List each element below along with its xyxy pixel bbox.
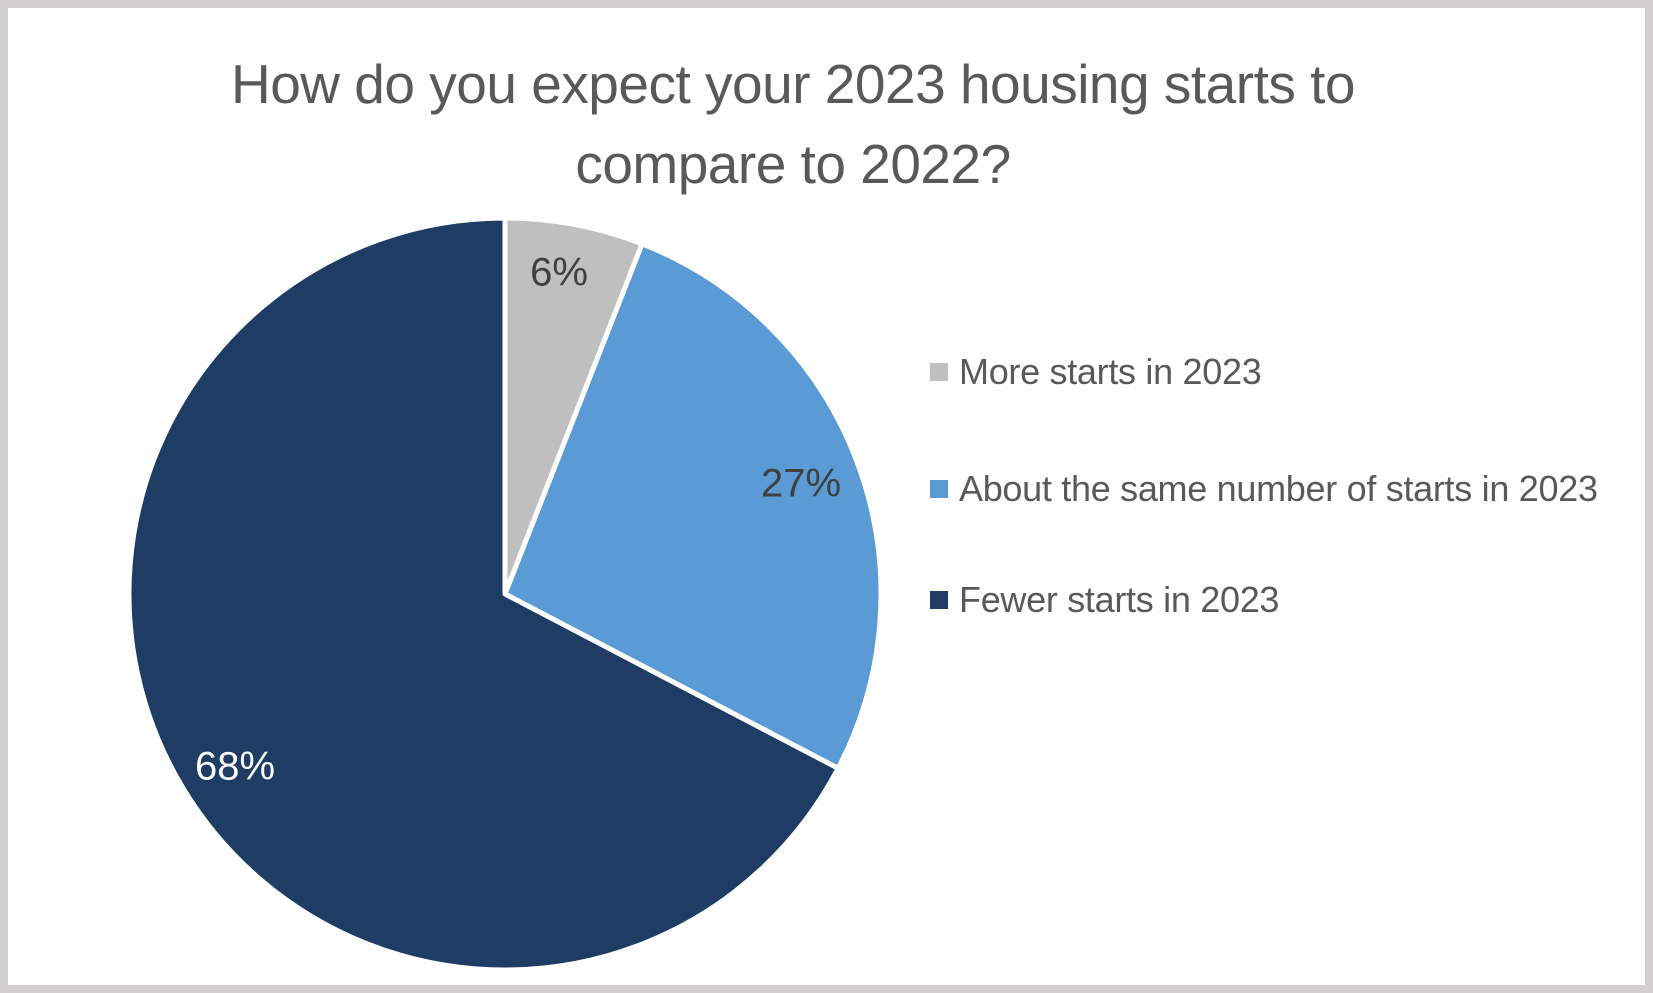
legend-label: About the same number of starts in 2023 [959, 468, 1598, 509]
legend-label: More starts in 2023 [959, 351, 1262, 392]
data-label-more-starts: 6% [530, 250, 588, 295]
pie-slice-2 [126, 215, 841, 973]
pie-slice-1 [502, 241, 884, 771]
legend-label: Fewer starts in 2023 [959, 579, 1280, 620]
legend-item-same-starts: About the same number of starts in 2023 [930, 467, 1598, 511]
data-label-fewer-starts: 68% [194, 744, 276, 789]
chart-title-line-1: How do you expect your 2023 housing star… [230, 53, 1356, 115]
chart-title: How do you expect your 2023 housing star… [8, 44, 1578, 204]
legend-item-more-starts: More starts in 2023 [930, 350, 1262, 394]
legend-item-fewer-starts: Fewer starts in 2023 [930, 578, 1279, 622]
chart-title-line-2: compare to 2022? [575, 133, 1011, 195]
legend-color-swatch-gray [930, 363, 948, 381]
pie-chart [126, 215, 884, 973]
legend-color-swatch-blue [930, 480, 948, 498]
data-label-same-starts: 27% [760, 461, 842, 506]
legend-color-swatch-navy [930, 591, 948, 609]
